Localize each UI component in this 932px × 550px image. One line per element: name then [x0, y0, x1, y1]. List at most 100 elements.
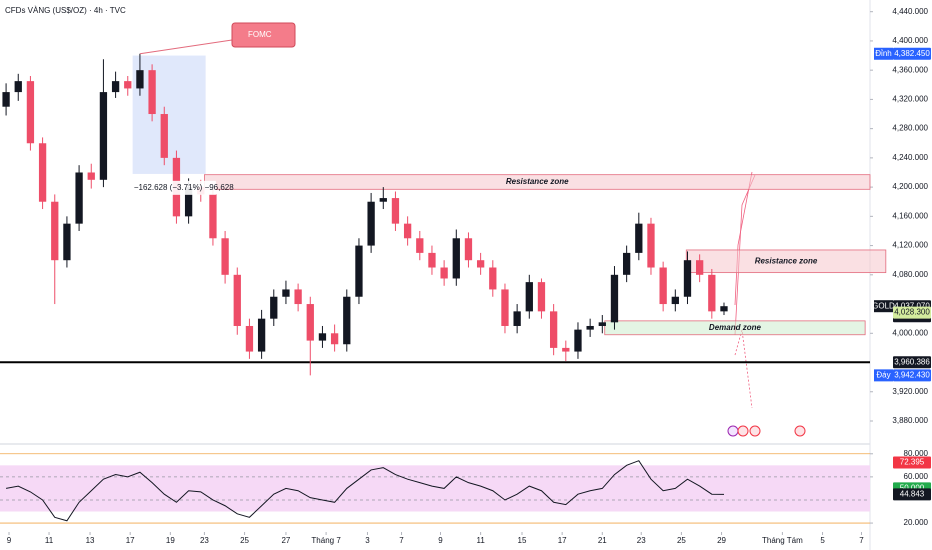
- price-label-box: [893, 369, 931, 382]
- candle-body: [598, 322, 606, 326]
- y-tick-label: 4,080.000: [892, 270, 928, 279]
- price-label: 72.395: [900, 458, 925, 467]
- candle-body: [537, 282, 546, 312]
- zone-label: Resistance zone: [755, 256, 818, 265]
- x-tick-label: 21: [598, 536, 607, 545]
- candle-body: [562, 347, 570, 352]
- x-tick-label: 25: [677, 536, 686, 545]
- x-tick-label: 17: [126, 536, 135, 545]
- candle-body: [464, 238, 473, 261]
- x-tick-label: 5: [820, 536, 825, 545]
- x-tick-label: 29: [717, 536, 726, 545]
- price-label-tag-box: [874, 300, 893, 313]
- candle-body: [87, 172, 95, 180]
- candle-body: [38, 143, 47, 202]
- y-tick-label: 4,200.000: [892, 182, 928, 191]
- y-tick-label: 4,000.000: [892, 328, 928, 337]
- x-tick-label: 23: [200, 536, 209, 545]
- price-label-box: [893, 456, 931, 469]
- candle-body: [379, 198, 387, 202]
- candle-body: [14, 81, 22, 93]
- event-icon[interactable]: [749, 425, 761, 437]
- y-tick-label: 4,240.000: [892, 153, 928, 162]
- candle-body: [26, 81, 35, 144]
- event-icon[interactable]: [727, 425, 739, 437]
- price-label: 4,037.070: [894, 301, 930, 310]
- x-tick-label: 7: [399, 536, 404, 545]
- y-tick-label: 4,120.000: [892, 241, 928, 250]
- zone: [132, 55, 206, 174]
- candle-body: [294, 289, 302, 305]
- projection-arrow: [734, 171, 753, 306]
- candle-body: [282, 289, 290, 297]
- measure-label: −162.628 (−3.71%) −96,628: [134, 183, 234, 192]
- candle-body: [647, 223, 655, 268]
- candle-body: [489, 267, 497, 290]
- callout-line: [139, 39, 233, 55]
- rsi-band: [0, 465, 870, 512]
- candle-body: [160, 114, 168, 158]
- x-tick-label: 9: [438, 536, 443, 545]
- candle-body: [610, 274, 619, 323]
- y-tick-label: 4,440.000: [892, 7, 928, 16]
- x-tick-label: Tháng Tám: [762, 536, 803, 545]
- candle-body: [75, 172, 83, 224]
- candle-body: [513, 311, 521, 326]
- candle-body: [257, 318, 266, 352]
- candle-body: [148, 70, 156, 115]
- candle-body: [245, 325, 254, 352]
- candle-body: [416, 238, 424, 253]
- y-tick-label: 4,160.000: [892, 211, 928, 220]
- candle-body: [306, 304, 314, 341]
- x-tick-label: 7: [859, 536, 864, 545]
- candle-body: [63, 223, 71, 261]
- price-label-box: [893, 306, 931, 319]
- price-label-box: [893, 47, 931, 60]
- candle-body: [51, 201, 59, 261]
- chart-title: CFDs VÀNG (US$/OZ) · 4h · TVC: [5, 6, 126, 15]
- x-tick-label: 11: [45, 536, 54, 545]
- x-tick-label: 3: [365, 536, 370, 545]
- price-label-tag: GOLD: [872, 301, 895, 310]
- price-label: 4,028.300: [894, 308, 930, 317]
- y-tick-label: 3,880.000: [892, 416, 928, 425]
- candle-body: [586, 325, 594, 330]
- zone-label: Resistance zone: [506, 177, 569, 186]
- x-tick-label: 25: [240, 536, 249, 545]
- price-label: 3,960.386: [894, 357, 930, 366]
- candle-body: [501, 289, 509, 326]
- candle-body: [330, 333, 339, 345]
- measure-box: [131, 180, 216, 195]
- price-label: 44.843: [900, 489, 925, 498]
- y-tick-label: 4,360.000: [892, 65, 928, 74]
- price-label-box: [893, 488, 931, 501]
- candle-body: [720, 306, 728, 312]
- x-tick-label: Tháng 7: [311, 536, 341, 545]
- price-label: 3,942.430: [894, 370, 930, 379]
- y-tick-label: 3,920.000: [892, 387, 928, 396]
- candle-body: [184, 187, 193, 217]
- y-tick-label: 4,280.000: [892, 124, 928, 133]
- candle-body: [659, 267, 667, 305]
- price-label-tag: Đáy: [876, 370, 890, 379]
- x-tick-label: 17: [558, 536, 567, 545]
- candle-body: [2, 92, 10, 107]
- candle-body: [221, 238, 229, 275]
- y-tick-label: 4,400.000: [892, 36, 928, 45]
- candle-body: [343, 296, 351, 345]
- zone-label: Demand zone: [709, 323, 762, 332]
- candle-body: [696, 260, 704, 275]
- candle-body: [622, 252, 631, 275]
- candle-body: [99, 92, 108, 180]
- candle-body: [635, 223, 643, 253]
- candle-body: [136, 70, 144, 89]
- event-icon[interactable]: [737, 425, 749, 437]
- rsi-line: [5, 460, 724, 522]
- candle-body: [124, 81, 132, 89]
- x-tick-label: 11: [476, 536, 485, 545]
- callout-box: [231, 22, 296, 48]
- candle-body: [525, 282, 533, 312]
- y-tick-label: 80.000: [904, 449, 929, 458]
- event-icon[interactable]: [794, 425, 806, 437]
